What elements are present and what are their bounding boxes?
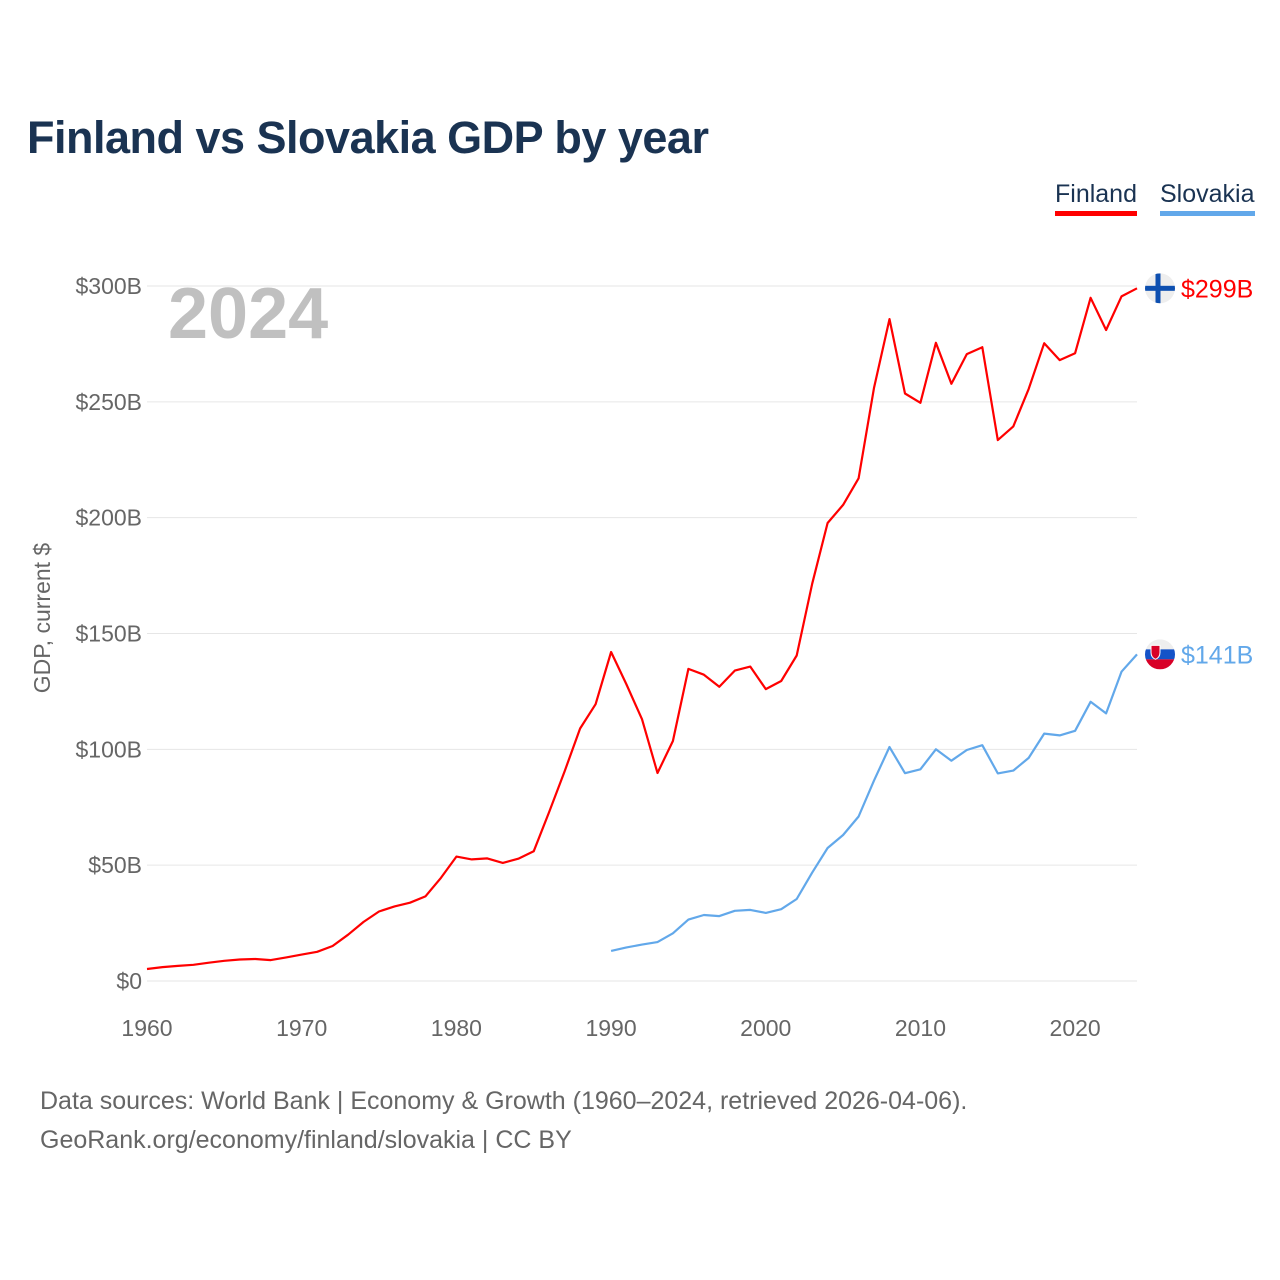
y-tick-label: $50B (88, 852, 142, 878)
year-label: 2024 (168, 274, 328, 354)
x-tick-label: 1960 (121, 1015, 172, 1041)
y-tick-label: $0 (116, 968, 142, 994)
x-tick-label: 1980 (431, 1015, 482, 1041)
y-tick-label: $100B (75, 736, 142, 762)
footer: Data sources: World Bank | Economy & Gro… (40, 1082, 967, 1160)
finland-flag-icon (1145, 273, 1175, 304)
x-tick-label: 2000 (740, 1015, 791, 1041)
end-value-label: $141B (1181, 641, 1253, 669)
data-source-text: Data sources: World Bank | Economy & Gro… (40, 1087, 968, 1115)
x-tick-label: 2020 (1050, 1015, 1101, 1041)
y-tick-label: $150B (75, 621, 142, 647)
series-line-slovakia (610, 653, 1138, 952)
y-axis-label: GDP, current $ (29, 543, 55, 694)
x-tick-label: 1970 (276, 1015, 327, 1041)
series-line-finland (146, 287, 1138, 971)
source-link[interactable]: GeoRank.org/economy/finland/slovakia | C… (40, 1126, 572, 1154)
x-tick-label: 2010 (895, 1015, 946, 1041)
y-tick-label: $300B (75, 273, 142, 299)
x-tick-label: 1990 (585, 1015, 636, 1041)
slovakia-flag-icon (1145, 639, 1175, 670)
y-tick-label: $200B (75, 505, 142, 531)
legend-item-slovakia[interactable]: Slovakia (1160, 180, 1255, 216)
y-tick-label: $250B (75, 389, 142, 415)
legend-item-finland[interactable]: Finland (1055, 180, 1137, 216)
chart-title: Finland vs Slovakia GDP by year (27, 112, 709, 163)
end-value-label: $299B (1181, 275, 1253, 303)
